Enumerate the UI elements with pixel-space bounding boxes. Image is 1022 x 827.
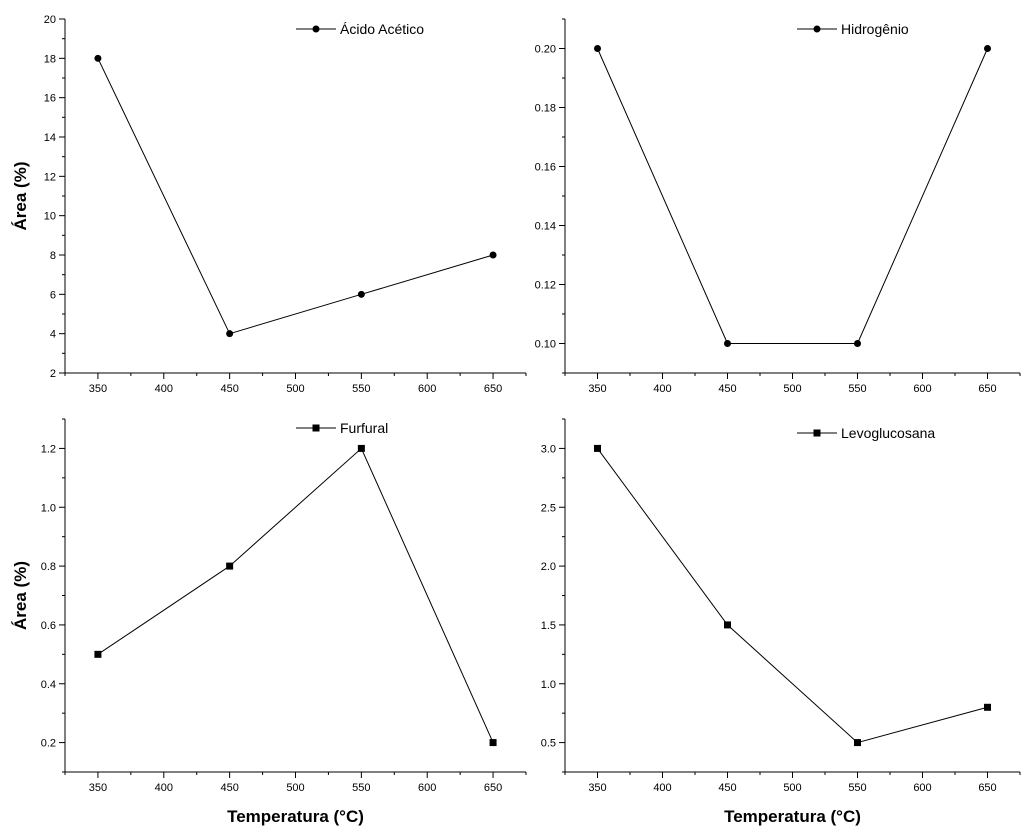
y-tick-label: 16 [44,93,56,105]
chart-panel-1: 350 400 450 500 550 600 650 2 4 6 8 10 12 14 16 18 20 Áre… [11,14,527,395]
data-point [226,562,234,570]
x-tick-label: 650 [978,383,996,395]
y-tick-label: 0.18 [535,103,556,115]
y-axis-title: Área (%) [11,162,30,231]
legend-label: Ácido Acético [340,21,424,37]
y-tick-label: 1.5 [541,620,556,632]
data-point [594,45,601,52]
x-tick-label: 400 [653,782,671,794]
y-tick-label: 20 [44,14,56,26]
data-point [489,251,497,259]
x-tick-label: 450 [220,782,238,794]
data-point [489,739,497,747]
data-point [594,444,601,452]
y-tick-label: 10 [44,211,56,223]
y-tick-label: 0.2 [41,738,56,750]
x-tick-label: 600 [913,782,931,794]
legend-marker [813,25,821,33]
y-tick-label: 3.0 [541,443,556,455]
x-tick-label: 550 [848,782,866,794]
y-tick-label: 1.0 [541,679,556,691]
y-tick-label: 0.12 [535,280,556,292]
x-tick-label: 350 [89,782,107,794]
x-tick-label: 600 [418,782,436,794]
series-line [597,448,988,744]
legend-label: Levoglucosana [841,425,935,441]
x-axis-title: Temperatura (°C) [724,807,861,826]
y-tick-label: 12 [44,171,56,183]
x-tick-label: 500 [783,383,801,395]
x-tick-label: 450 [718,383,736,395]
y-tick-label: 1.2 [41,443,56,455]
legend-label: Hidrogênio [841,21,909,37]
x-tick-label: 500 [286,383,304,395]
data-point [357,290,365,298]
legend: Hidrogênio [797,21,909,37]
y-tick-label: 0.8 [41,561,56,573]
data-point [94,650,102,658]
y-tick-label: 14 [44,132,56,144]
y-tick-label: 4 [50,329,56,341]
legend: Ácido Acético [296,21,424,37]
y-tick-label: 8 [50,250,56,262]
legend-marker [813,429,821,437]
data-point [94,54,102,62]
y-tick-label: 0.10 [535,339,556,351]
y-tick-label: 0.14 [535,221,556,233]
y-tick-label: 0.4 [41,679,56,691]
y-tick-label: 2.0 [541,561,556,573]
legend-marker [312,25,320,33]
data-point [984,45,991,52]
y-tick-label: 0.20 [535,44,556,56]
y-tick-label: 2 [50,368,56,380]
y-tick-label: 0.6 [41,620,56,632]
chart-panel-3: 350 400 450 500 550 600 650 0.2 0.4 0.6 0.8 1.0 1.2 Á… [11,418,527,826]
legend: Furfural [296,420,388,436]
y-tick-label: 0.16 [535,162,556,174]
x-tick-label: 650 [484,383,502,395]
y-tick-label: 2.5 [541,502,556,514]
chart-panel-4: 350 400 450 500 550 600 650 0.5 1.0 1.5 2.0 2.5 3.0 T… [541,418,1021,826]
legend: Levoglucosana [797,425,935,441]
data-point [357,444,365,452]
data-point [724,340,731,347]
x-tick-label: 500 [286,782,304,794]
chart-panel-2: 350 400 450 500 550 600 650 0.10 0.12 0.14 0.16 0.1… [535,18,1021,395]
series-line [97,58,494,335]
x-tick-label: 550 [848,383,866,395]
y-tick-label: 1.0 [41,502,56,514]
x-tick-label: 450 [718,782,736,794]
y-axis-title: Área (%) [11,561,30,630]
x-tick-label: 450 [220,383,238,395]
x-tick-label: 350 [89,383,107,395]
data-point [724,621,731,629]
data-point [854,739,861,747]
y-tick-label: 6 [50,289,56,301]
data-point [984,703,991,711]
x-tick-label: 500 [783,782,801,794]
legend-label: Furfural [340,420,388,436]
x-tick-label: 400 [155,383,173,395]
series-line [597,48,988,344]
x-tick-label: 400 [155,782,173,794]
x-axis-title: Temperatura (°C) [227,807,364,826]
x-tick-label: 350 [588,782,606,794]
data-point [226,330,234,338]
x-tick-label: 600 [913,383,931,395]
legend-marker [312,424,320,432]
y-tick-label: 18 [44,53,56,65]
x-tick-label: 600 [418,383,436,395]
x-tick-label: 550 [352,383,370,395]
y-tick-label: 0.5 [541,738,556,750]
x-tick-label: 650 [484,782,502,794]
x-tick-label: 550 [352,782,370,794]
x-tick-label: 350 [588,383,606,395]
x-tick-label: 650 [978,782,996,794]
data-point [854,340,861,347]
series-line [97,447,494,743]
x-tick-label: 400 [653,383,671,395]
